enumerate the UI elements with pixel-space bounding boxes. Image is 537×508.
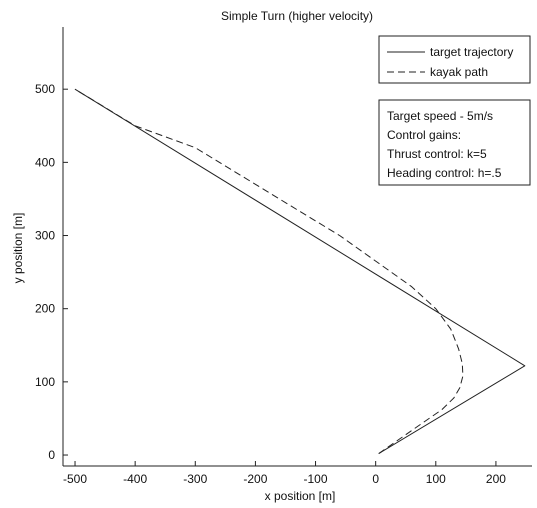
y-tick-label: 100 (35, 375, 55, 389)
series-line-kayak-path (74, 88, 464, 455)
series-line-target-trajectory (74, 88, 526, 455)
x-ticks: -500 -400 -300 -200 -100 0 100 200 (63, 461, 506, 486)
x-tick-label: 100 (426, 472, 446, 486)
chart-title: Simple Turn (higher velocity) (221, 9, 373, 23)
annotation-line-2: Control gains: (387, 128, 461, 142)
legend: target trajectory kayak path (378, 35, 531, 84)
x-axis-label: x position [m] (265, 489, 336, 503)
y-tick-label: 200 (35, 302, 55, 316)
y-ticks: 0 100 200 300 400 500 (35, 82, 68, 462)
annotation-line-1: Target speed - 5m/s (387, 109, 493, 123)
annotation-line-4: Heading control: h=.5 (387, 166, 502, 180)
annotation-frame (378, 99, 531, 186)
x-tick-label: -100 (304, 472, 328, 486)
y-tick-label: 0 (48, 448, 55, 462)
y-tick-label: 500 (35, 82, 55, 96)
legend-box (378, 35, 531, 84)
x-tick-label: -200 (243, 472, 267, 486)
plot-marks (74, 88, 526, 455)
annotation-box: Target speed - 5m/s Control gains: Thrus… (378, 99, 531, 186)
y-tick-label: 400 (35, 155, 55, 169)
x-tick-label: -400 (123, 472, 147, 486)
legend-label-kayak-path: kayak path (430, 65, 488, 79)
x-tick-label: 0 (372, 472, 379, 486)
x-tick-label: -300 (183, 472, 207, 486)
x-tick-label: 200 (486, 472, 506, 486)
y-tick-label: 300 (35, 229, 55, 243)
legend-label-target-trajectory: target trajectory (430, 45, 513, 59)
annotation-line-3: Thrust control: k=5 (387, 147, 487, 161)
x-tick-label: -500 (63, 472, 87, 486)
y-axis-label: y position [m] (11, 213, 25, 284)
